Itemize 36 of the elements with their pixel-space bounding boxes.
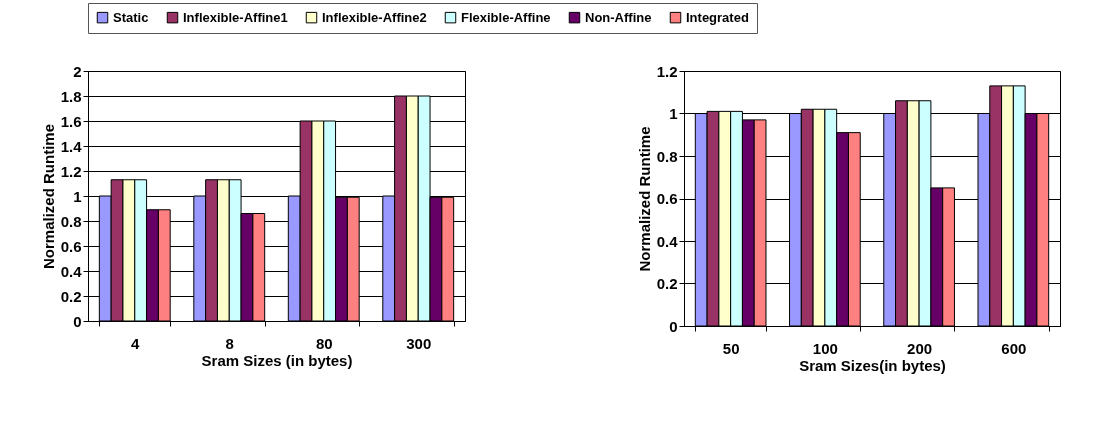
x-axis-title: Sram Sizes (in bytes) [201,351,353,369]
y-tick-label: 0.4 [60,262,83,280]
y-tick-label: 0.6 [656,190,678,207]
y-tick-label: 1.2 [656,62,678,80]
legend-label: Flexible-Affine [461,9,551,25]
legend-label: Inflexible-Affine2 [322,9,427,25]
x-tick-label: 200 [907,339,933,357]
legend-label: Static [113,9,149,25]
y-tick-label: 0.8 [656,147,678,165]
x-tick-label: 4 [131,334,141,352]
y-tick-label: 0 [73,312,82,330]
y-tick-label: 0.2 [60,287,82,305]
y-tick-label: 0 [669,317,678,335]
y-tick-label: 1.6 [60,112,82,130]
y-tick-label: 0.6 [60,237,82,255]
y-tick-label: 1 [669,105,678,122]
y-axis-title: Normalized Runtime [635,126,653,272]
x-tick-label: 80 [315,334,333,352]
y-tick-label: 1 [73,187,82,205]
legend-label: Inflexible-Affine1 [183,9,288,25]
x-tick-label: 8 [225,334,234,352]
y-tick-label: 1.8 [60,87,82,105]
x-tick-label: 50 [722,339,740,357]
x-tick-label: 100 [812,339,838,357]
x-tick-label: 600 [1001,339,1027,357]
y-tick-label: 0.4 [656,232,679,250]
y-axis-title: Normalized Runtime [39,123,57,270]
y-tick-label: 0.8 [60,212,82,230]
y-tick-label: 2 [73,62,82,80]
x-tick-label: 300 [406,334,432,352]
y-tick-label: 0.2 [656,275,678,292]
x-axis-title: Sram Sizes(in bytes) [799,356,946,374]
y-tick-label: 1.2 [60,162,82,180]
legend-label: Integrated [686,9,749,25]
y-tick-label: 1.4 [60,137,83,155]
legend-label: Non-Affine [585,9,652,25]
